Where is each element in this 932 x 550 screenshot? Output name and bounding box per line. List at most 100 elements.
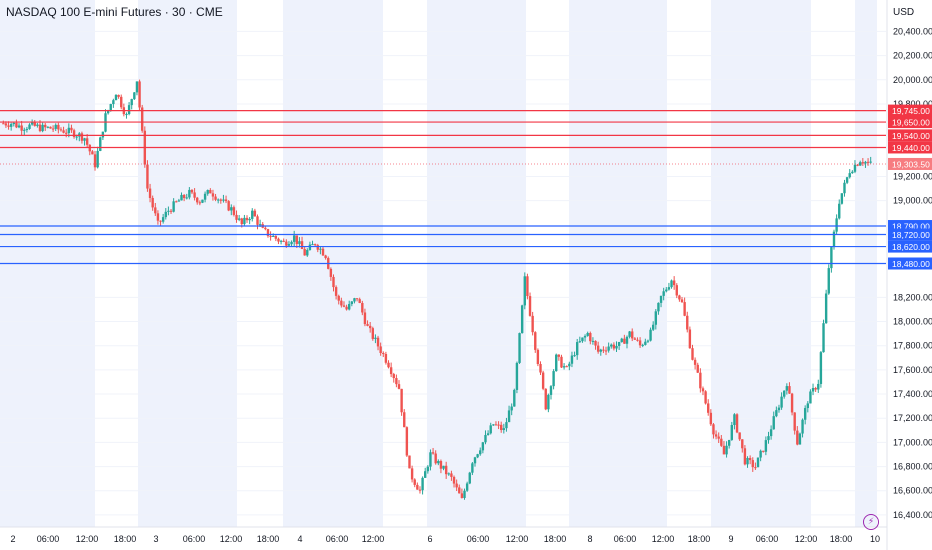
flash-icon[interactable]: ⚡ (863, 514, 879, 530)
candle-body (91, 151, 94, 155)
candle-body (777, 407, 781, 411)
candle-body (659, 295, 663, 303)
candle-body (418, 489, 422, 491)
time-tick-label: 12:00 (76, 534, 99, 544)
candle-body (845, 177, 849, 183)
candle-body (775, 410, 778, 417)
candle-body (817, 383, 820, 390)
candle-body (219, 199, 223, 201)
currency-label[interactable]: USD (893, 7, 915, 18)
candle-body (434, 453, 437, 464)
time-tick-label: 18:00 (114, 534, 137, 544)
candle-body (591, 340, 595, 342)
resistance_levels-label-3: 19,440.00 (892, 143, 930, 153)
candle-body (93, 154, 97, 168)
candle-body (785, 386, 789, 391)
candle-body (59, 129, 63, 131)
candle-body (468, 472, 471, 484)
candle-body (256, 216, 259, 225)
candle-body (848, 173, 851, 178)
candle-body (222, 199, 225, 201)
time-tick-label: 18:00 (830, 534, 853, 544)
price-tick-label: 18,200.00 (893, 292, 932, 302)
candle-body (99, 137, 102, 151)
candle-body (211, 193, 215, 197)
candle-body (156, 213, 160, 221)
candle-body (340, 300, 343, 306)
candle-body (33, 121, 36, 126)
candle-body (96, 150, 99, 168)
candle-body (371, 328, 374, 339)
time-tick-label: 18:00 (544, 534, 567, 544)
candle-body (570, 355, 574, 364)
candle-body (397, 384, 401, 389)
time-tick-label: 8 (587, 534, 592, 544)
candle-body (253, 210, 257, 217)
candle-body (67, 127, 71, 134)
candle-body (389, 367, 393, 375)
candle-body (248, 218, 251, 221)
candle-body (109, 104, 112, 111)
chart-title: NASDAQ 100 E-mini Futures · 30 · CME (6, 5, 223, 19)
candle-body (151, 197, 154, 208)
candle-body (691, 348, 694, 360)
candle-body (644, 341, 647, 345)
time-tick-label: 06:00 (326, 534, 349, 544)
candle-body (460, 493, 464, 498)
candle-body (274, 235, 278, 239)
candle-body (382, 353, 385, 355)
candle-body (707, 403, 710, 413)
candle-body (824, 293, 828, 324)
candle-body (182, 194, 186, 198)
candle-body (633, 338, 637, 340)
candle-body (701, 388, 705, 392)
resistance_levels-label-1: 19,650.00 (892, 118, 930, 128)
candle-body (319, 248, 322, 250)
candle-body (830, 247, 833, 269)
candle-body (709, 412, 713, 425)
candle-body (106, 110, 110, 114)
candle-body (667, 287, 671, 290)
candle-body (251, 210, 254, 219)
candle-body (416, 484, 419, 490)
candle-body (353, 298, 356, 302)
candle-body (23, 129, 26, 131)
candle-body (806, 403, 809, 409)
candle-body (803, 408, 807, 420)
candle-body (237, 218, 241, 220)
candle-body (539, 364, 542, 373)
candle-body (403, 412, 406, 428)
candle-body (300, 241, 304, 250)
candle-body (811, 388, 815, 392)
candle-body (662, 291, 665, 296)
candle-body (764, 440, 768, 452)
candle-body (586, 333, 589, 336)
candle-body (851, 171, 854, 174)
candle-body (549, 386, 553, 395)
candle-body (308, 244, 312, 251)
candle-body (332, 276, 335, 288)
price-tick-label: 17,000.00 (893, 437, 932, 447)
candle-body (80, 133, 84, 141)
candle-body (46, 126, 50, 128)
candle-body (133, 92, 136, 100)
candle-body (172, 201, 175, 212)
candle-body (455, 483, 458, 488)
candle-body (54, 124, 57, 129)
support_levels-badge-3 (888, 257, 932, 270)
candle-body (272, 235, 275, 237)
candle-body (756, 457, 760, 468)
candle-body (801, 419, 804, 434)
price-tick-label: 18,000.00 (893, 317, 932, 327)
candle-body (313, 244, 317, 246)
price-tick-label: 16,600.00 (893, 486, 932, 496)
candle-body (36, 124, 39, 126)
candle-body (589, 333, 592, 342)
candle-body (788, 386, 791, 394)
candle-body (528, 296, 532, 316)
candle-body (431, 452, 435, 454)
candle-body (696, 364, 699, 373)
candle-body (628, 331, 631, 337)
candle-body (112, 100, 115, 105)
